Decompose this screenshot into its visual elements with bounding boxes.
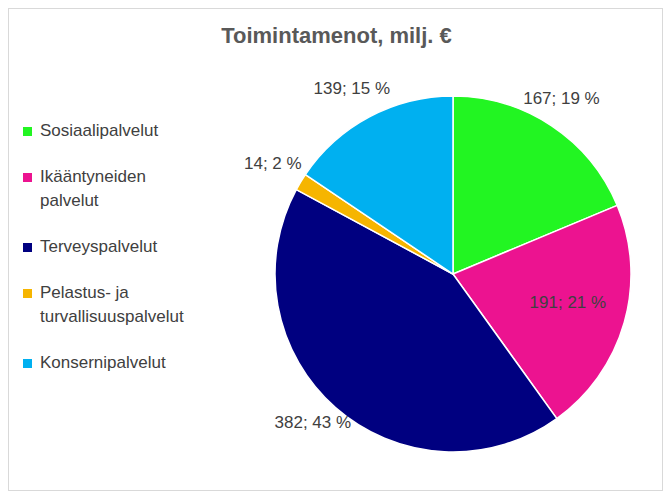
html-text:Konsernipalvelut: Konsernipalvelut xyxy=(40,353,166,372)
html-text:Ikääntyneiden palvelut: Ikääntyneiden palvelut xyxy=(40,167,146,210)
svg-text:14; 2 %: 14; 2 % xyxy=(244,154,302,173)
html-text:Terveyspalvelut: Terveyspalvelut xyxy=(40,237,158,256)
html-text:Pelastus- ja turvallisuuspalve: Pelastus- ja turvallisuuspalvelut xyxy=(40,283,184,326)
svg-text:191; 21 %: 191; 21 % xyxy=(530,293,607,312)
html-text:Toimintamenot, milj. €: Toimintamenot, milj. € xyxy=(221,23,452,48)
svg-text:167; 19 %: 167; 19 % xyxy=(523,89,600,108)
html-text:Sosiaalipalvelut: Sosiaalipalvelut xyxy=(40,121,159,140)
svg-text:139; 15 %: 139; 15 % xyxy=(314,79,391,98)
svg-text:382; 43 %: 382; 43 % xyxy=(275,413,352,432)
